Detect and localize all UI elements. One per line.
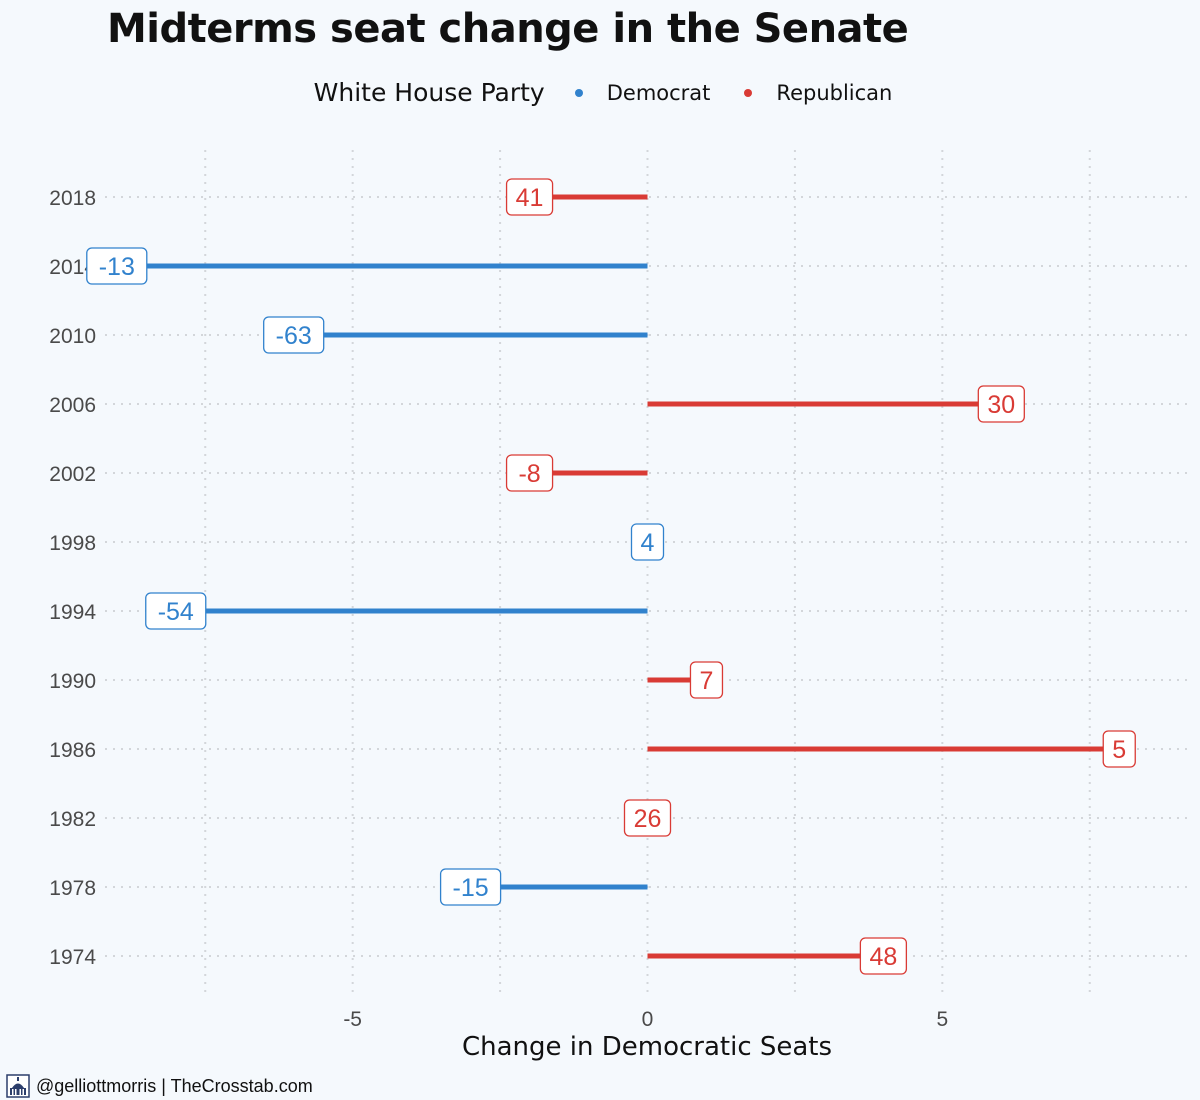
data-label-box [1102,730,1136,768]
data-label-box [689,661,724,699]
data-label: 7 [700,667,714,695]
y-tick-label: 2002 [49,463,96,486]
data-label-box [439,868,502,906]
data-label-box [623,799,672,837]
x-tick-label: 5 [936,1008,948,1031]
y-tick-label: 2018 [49,187,96,210]
y-tick-label: 1982 [49,808,96,831]
y-tick-label: 2006 [49,394,96,417]
legend-item-republican: Republican [744,81,892,105]
data-label: -54 [158,598,194,626]
data-label-box [145,592,207,630]
data-label: 30 [987,391,1015,419]
data-label: -8 [518,460,540,488]
x-axis-title: Change in Democratic Seats [461,1032,833,1062]
legend-label-democrat: Democrat [606,80,711,105]
y-tick-label: 2010 [49,325,96,348]
legend-dot-democrat [574,88,583,97]
data-label-box [859,937,908,975]
chart-title: Midterms seat change in the Senate [107,6,909,52]
y-tick-label: 1986 [49,739,96,762]
data-label: -13 [99,253,135,281]
x-tick-label: -5 [343,1008,362,1031]
legend-dot-republican [744,88,753,97]
legend-title: White House Party [313,78,545,107]
data-label-box [263,316,325,354]
data-label-box [977,385,1025,423]
y-tick-label: 1998 [49,532,96,555]
footer-credit: @gelliottmorris | TheCrosstab.com [36,1075,313,1096]
legend-label-republican: Republican [776,80,893,105]
x-tick-label: 0 [642,1008,654,1031]
y-tick-label: 2014 [49,256,96,279]
data-label: 48 [869,943,897,971]
capitol-building-icon [6,1074,30,1098]
y-tick-label: 1978 [49,877,96,900]
data-label: -63 [276,322,312,350]
data-label: 26 [634,805,662,833]
data-label-box [630,523,665,561]
data-label: 4 [641,529,655,557]
data-label-box [505,178,554,216]
y-tick-label: 1990 [49,670,96,693]
y-tick-label: 1994 [49,601,96,624]
legend: White House Party Democrat Republican [0,78,1200,107]
data-label-box [86,247,148,285]
footer: @gelliottmorris | TheCrosstab.com [6,1074,313,1098]
y-tick-label: 1974 [49,946,96,969]
data-label: 41 [516,184,544,212]
data-label-box [505,454,554,492]
data-label: 5 [1112,736,1126,764]
data-label: -15 [453,874,489,902]
legend-item-democrat: Democrat [574,80,711,105]
